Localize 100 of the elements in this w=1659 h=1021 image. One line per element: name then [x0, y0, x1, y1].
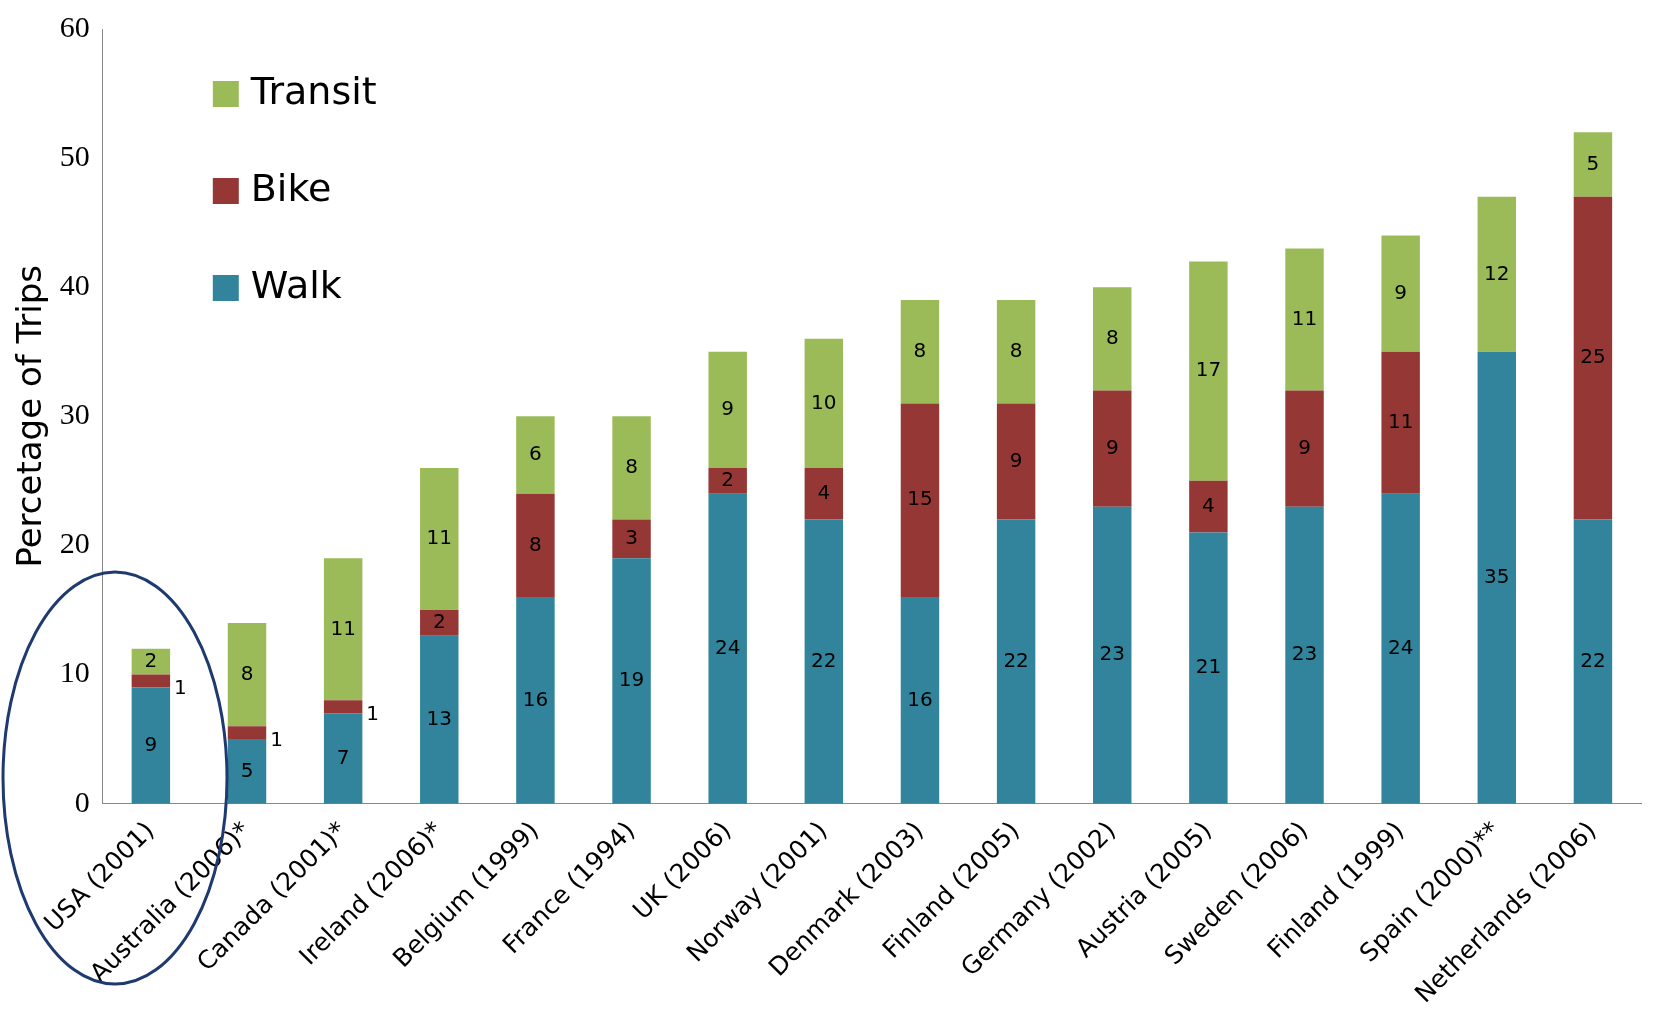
data-label: 24 [1387, 634, 1414, 659]
data-label: 9 [1009, 447, 1023, 472]
data-label: 17 [1195, 357, 1222, 382]
bar [1573, 519, 1613, 804]
data-label: 8 [1009, 337, 1023, 362]
data-label: 13 [426, 705, 453, 730]
bar [131, 648, 171, 675]
bar [804, 467, 844, 520]
bar [1093, 506, 1132, 804]
data-label: 22 [1580, 647, 1606, 672]
y-tick-label: 0 [74, 784, 90, 818]
bar [420, 635, 459, 804]
legend-label: Walk [250, 262, 342, 307]
data-label: 6 [529, 441, 542, 466]
bar [996, 300, 1036, 404]
data-label: 8 [625, 454, 638, 479]
data-label: 9 [1105, 434, 1119, 459]
data-label: 1 [270, 726, 283, 751]
bar [612, 416, 651, 520]
bar [612, 519, 651, 559]
data-label: 5 [240, 757, 254, 782]
bar [1381, 351, 1420, 494]
bar [708, 351, 747, 468]
bar [708, 467, 747, 494]
data-label: 9 [144, 731, 158, 756]
y-tick-label: 10 [59, 655, 90, 689]
bar [420, 467, 459, 610]
data-label: 21 [1195, 654, 1222, 679]
data-label: 1 [174, 675, 187, 700]
data-label: 35 [1484, 563, 1510, 588]
bar [516, 416, 555, 494]
bar [323, 713, 363, 804]
bar [900, 597, 940, 804]
bar [1189, 480, 1228, 533]
bar [1285, 248, 1324, 391]
data-label: 9 [1394, 279, 1408, 304]
data-label: 8 [529, 531, 542, 556]
y-tick-label: 40 [59, 268, 90, 302]
data-label: 22 [811, 647, 837, 672]
bar [1573, 196, 1613, 520]
bar [708, 493, 747, 804]
data-label: 11 [426, 525, 453, 550]
bar [516, 597, 555, 804]
data-label: 16 [907, 686, 933, 711]
bar [804, 338, 844, 468]
bar [1093, 287, 1132, 391]
bar [1477, 196, 1517, 352]
data-label: 11 [330, 615, 356, 640]
bar [131, 687, 171, 804]
data-label: 23 [1099, 641, 1125, 666]
data-label: 11 [1291, 305, 1318, 330]
bar [900, 403, 940, 598]
data-label: 22 [1003, 647, 1029, 672]
bar [227, 726, 267, 740]
bar [996, 519, 1036, 804]
data-label: 2 [432, 609, 446, 634]
bar [804, 519, 844, 804]
data-label: 8 [913, 337, 927, 362]
bar [1189, 532, 1228, 804]
bar [227, 622, 267, 727]
data-label: 1 [366, 701, 380, 725]
bar [900, 300, 940, 404]
y-axis-title: Percetage of Trips [9, 265, 50, 568]
y-tick-label: 30 [59, 397, 90, 431]
legend-label: Bike [250, 165, 332, 210]
y-tick-label: 50 [59, 138, 90, 172]
data-label: 15 [907, 486, 933, 511]
data-label: 4 [817, 479, 831, 504]
data-label: 12 [1484, 260, 1510, 285]
bar [1189, 261, 1228, 481]
data-label: 11 [1387, 408, 1414, 433]
bar [516, 493, 555, 598]
data-label: 5 [1586, 150, 1600, 175]
data-label: 4 [1202, 492, 1215, 517]
bar [323, 558, 363, 701]
data-label: 2 [721, 467, 735, 492]
bar [1573, 132, 1613, 197]
data-label: 8 [1105, 325, 1119, 350]
data-label: 8 [240, 660, 254, 685]
data-label: 19 [618, 667, 645, 692]
legend-label: Transit [249, 68, 377, 113]
bar [1381, 235, 1420, 352]
data-label: 7 [336, 744, 350, 769]
bar [131, 674, 171, 688]
bar [323, 700, 363, 714]
data-label: 24 [714, 634, 741, 659]
bar [996, 403, 1036, 520]
bar [1381, 493, 1420, 804]
data-label: 9 [1298, 434, 1311, 459]
data-label: 25 [1580, 344, 1606, 369]
bar [1285, 390, 1324, 507]
data-label: 10 [811, 389, 837, 414]
y-tick-label: 60 [59, 9, 90, 43]
bar [612, 558, 651, 804]
data-label: 2 [144, 647, 158, 672]
y-tick-label: 20 [59, 526, 90, 560]
bar [1093, 390, 1132, 507]
data-label: 16 [522, 686, 549, 711]
data-label: 3 [625, 525, 638, 550]
data-label: 23 [1291, 641, 1318, 666]
